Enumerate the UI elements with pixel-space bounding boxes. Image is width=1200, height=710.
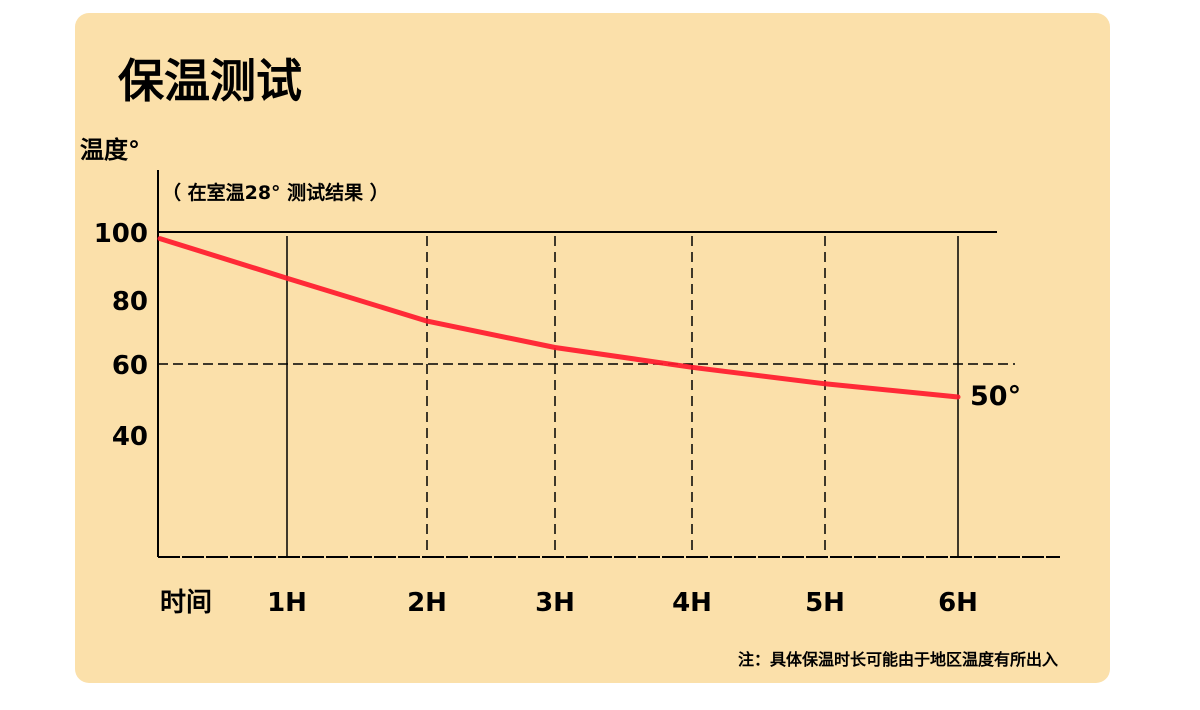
chart-subtitle: （ 在室温28° 测试结果 ） xyxy=(162,181,389,204)
chart-card xyxy=(75,13,1110,683)
footnote: 注：具体保温时长可能由于地区温度有所出入 xyxy=(738,650,1058,669)
x-axis-label: 时间 xyxy=(160,588,212,618)
y-tick-label: 80 xyxy=(112,287,148,317)
temperature-line xyxy=(157,236,961,400)
end-value-label: 50° xyxy=(970,381,1021,412)
y-tick-label: 100 xyxy=(94,219,148,249)
x-tick-label: 1H xyxy=(267,588,307,618)
chart-title: 保温测试 xyxy=(118,54,302,108)
y-tick-label: 40 xyxy=(112,422,148,452)
y-axis-label: 温度° xyxy=(80,136,140,164)
x-tick-label: 6H xyxy=(938,588,978,618)
x-tick-label: 4H xyxy=(672,588,712,618)
x-tick-label: 5H xyxy=(805,588,845,618)
x-tick-label: 2H xyxy=(407,588,447,618)
y-tick-label: 60 xyxy=(112,351,148,381)
x-tick-label: 3H xyxy=(535,588,575,618)
